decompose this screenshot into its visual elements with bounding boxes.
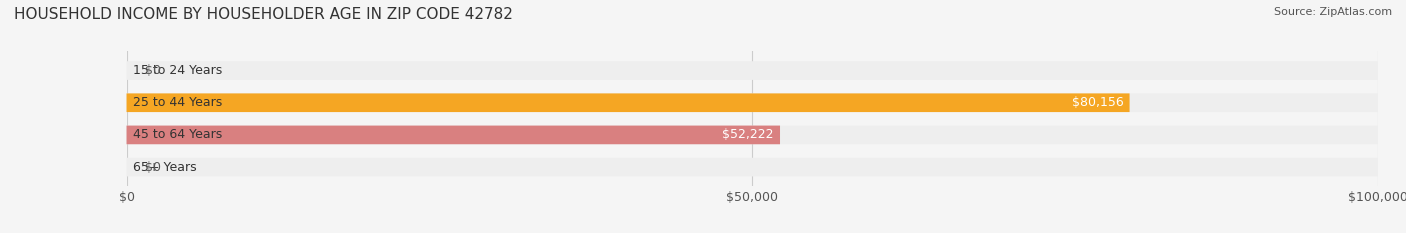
Text: $0: $0 xyxy=(145,64,162,77)
FancyBboxPatch shape xyxy=(127,61,1378,80)
Text: 65+ Years: 65+ Years xyxy=(132,161,197,174)
Text: HOUSEHOLD INCOME BY HOUSEHOLDER AGE IN ZIP CODE 42782: HOUSEHOLD INCOME BY HOUSEHOLDER AGE IN Z… xyxy=(14,7,513,22)
Text: 25 to 44 Years: 25 to 44 Years xyxy=(132,96,222,109)
Text: $0: $0 xyxy=(145,161,162,174)
Text: 45 to 64 Years: 45 to 64 Years xyxy=(132,128,222,141)
Text: $52,222: $52,222 xyxy=(723,128,773,141)
FancyBboxPatch shape xyxy=(127,126,1378,144)
Text: $80,156: $80,156 xyxy=(1071,96,1123,109)
Text: 15 to 24 Years: 15 to 24 Years xyxy=(132,64,222,77)
FancyBboxPatch shape xyxy=(127,93,1129,112)
FancyBboxPatch shape xyxy=(127,126,780,144)
FancyBboxPatch shape xyxy=(127,93,1378,112)
Text: Source: ZipAtlas.com: Source: ZipAtlas.com xyxy=(1274,7,1392,17)
FancyBboxPatch shape xyxy=(127,158,1378,176)
